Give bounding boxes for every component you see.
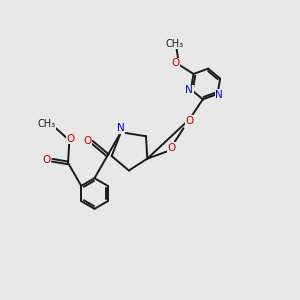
Text: N: N: [117, 123, 125, 134]
Text: N: N: [215, 90, 223, 100]
Text: CH₃: CH₃: [166, 39, 184, 49]
Text: O: O: [171, 58, 180, 68]
Text: O: O: [43, 155, 51, 165]
Text: O: O: [185, 116, 194, 126]
Text: O: O: [83, 136, 92, 146]
Text: O: O: [67, 134, 75, 144]
Text: CH₃: CH₃: [38, 119, 56, 129]
Text: O: O: [167, 143, 176, 153]
Text: N: N: [185, 85, 193, 95]
